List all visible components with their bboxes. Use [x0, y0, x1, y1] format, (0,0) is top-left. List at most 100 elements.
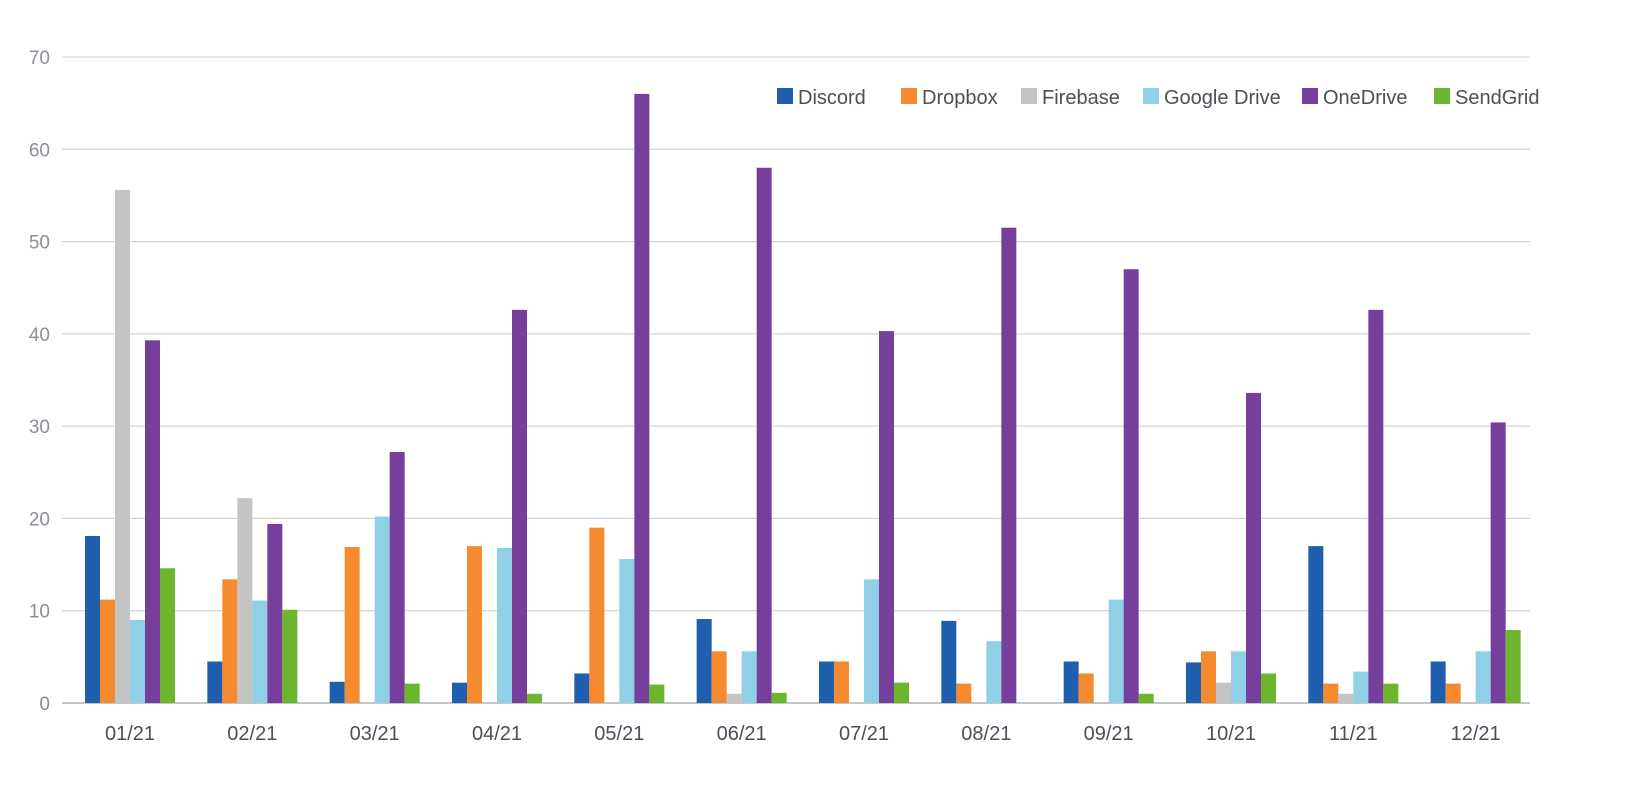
x-tick-label: 01/21: [105, 723, 155, 745]
bar-sendgrid-11-21: [1383, 683, 1399, 703]
bar-onedrive-08-21: [1001, 227, 1017, 703]
grid-lines: [62, 56, 1530, 704]
y-tick-label: 50: [29, 233, 50, 254]
bar-google-drive-02-21: [252, 600, 268, 703]
bar-onedrive-11-21: [1368, 309, 1384, 703]
bar-dropbox-09-21: [1078, 673, 1094, 703]
x-tick-label: 06/21: [717, 723, 767, 745]
bar-dropbox-03-21: [344, 547, 360, 703]
bar-sendgrid-09-21: [1138, 693, 1154, 703]
legend-swatch: [1021, 88, 1037, 104]
bar-sendgrid-02-21: [282, 609, 298, 703]
bar-sendgrid-05-21: [649, 684, 665, 703]
legend-swatch: [1302, 88, 1318, 104]
bar-onedrive-01-21: [145, 340, 160, 703]
bar-google-drive-04-21: [497, 547, 512, 703]
bar-google-drive-10-21: [1231, 651, 1246, 703]
legend-label: Discord: [798, 87, 866, 109]
bar-onedrive-06-21: [756, 167, 772, 703]
legend-item-google-drive[interactable]: Google Drive: [1143, 87, 1281, 109]
y-tick-label: 40: [29, 325, 50, 346]
y-tick-label: 20: [29, 509, 50, 530]
legend-item-discord[interactable]: Discord: [777, 87, 866, 109]
bar-firebase-10-21: [1216, 682, 1231, 703]
y-tick-label: 30: [29, 417, 50, 438]
bar-firebase-11-21: [1338, 693, 1354, 703]
bar-onedrive-07-21: [879, 331, 894, 703]
bar-google-drive-12-21: [1475, 651, 1491, 703]
bar-google-drive-09-21: [1108, 599, 1124, 703]
bar-onedrive-05-21: [634, 93, 650, 703]
bar-google-drive-07-21: [864, 579, 879, 703]
bars: [85, 93, 1521, 704]
legend-swatch: [1143, 88, 1159, 104]
bar-discord-04-21: [452, 682, 467, 703]
bar-sendgrid-10-21: [1261, 673, 1276, 703]
legend-label: SendGrid: [1455, 87, 1540, 109]
y-axis-ticks: 0 10 20 30 40 50 60 70: [29, 48, 50, 715]
legend-item-dropbox[interactable]: Dropbox: [901, 87, 998, 109]
x-tick-label: 08/21: [961, 723, 1011, 745]
x-tick-label: 03/21: [350, 723, 400, 745]
x-tick-label: 05/21: [594, 723, 644, 745]
legend-swatch: [1434, 88, 1450, 104]
legend-item-sendgrid[interactable]: SendGrid: [1434, 87, 1540, 109]
bar-google-drive-06-21: [741, 651, 757, 703]
bar-firebase-06-21: [726, 693, 742, 703]
bar-discord-07-21: [819, 661, 834, 703]
bar-sendgrid-01-21: [160, 568, 175, 703]
bar-sendgrid-03-21: [404, 683, 420, 703]
legend[interactable]: Discord Dropbox Firebase Google Drive OneDri…: [777, 87, 1540, 109]
y-tick-label: 60: [29, 140, 50, 161]
legend-label: OneDrive: [1323, 87, 1407, 109]
bar-dropbox-07-21: [834, 661, 849, 703]
bar-google-drive-01-21: [130, 619, 145, 703]
bar-dropbox-05-21: [589, 527, 605, 703]
x-tick-label: 10/21: [1206, 723, 1256, 745]
bar-firebase-01-21: [115, 189, 130, 704]
bar-discord-11-21: [1308, 546, 1324, 703]
bar-onedrive-12-21: [1490, 422, 1506, 703]
bar-google-drive-05-21: [619, 559, 635, 703]
x-tick-label: 04/21: [472, 723, 522, 745]
bar-discord-09-21: [1063, 661, 1079, 703]
legend-swatch: [777, 88, 793, 104]
x-tick-label: 12/21: [1451, 723, 1501, 745]
y-tick-label: 70: [29, 48, 50, 69]
bar-onedrive-04-21: [512, 309, 527, 703]
bar-onedrive-02-21: [267, 523, 283, 703]
legend-item-onedrive[interactable]: OneDrive: [1302, 87, 1407, 109]
bar-onedrive-09-21: [1123, 269, 1139, 703]
y-tick-label: 0: [39, 694, 50, 715]
bar-discord-02-21: [207, 661, 223, 703]
bar-firebase-02-21: [237, 498, 253, 703]
bar-dropbox-08-21: [956, 683, 972, 703]
legend-label: Dropbox: [922, 87, 998, 109]
bar-dropbox-10-21: [1201, 651, 1216, 703]
bar-discord-05-21: [574, 673, 590, 703]
bar-dropbox-02-21: [222, 579, 238, 703]
bar-discord-01-21: [85, 535, 100, 703]
bar-google-drive-11-21: [1353, 671, 1369, 703]
bar-dropbox-04-21: [467, 546, 482, 703]
bar-discord-06-21: [696, 619, 712, 703]
bar-dropbox-01-21: [100, 599, 115, 703]
bar-discord-08-21: [941, 620, 957, 703]
bar-google-drive-08-21: [986, 641, 1002, 703]
x-tick-label: 07/21: [839, 723, 889, 745]
y-tick-label: 10: [29, 602, 50, 623]
legend-item-firebase[interactable]: Firebase: [1021, 87, 1120, 109]
bar-sendgrid-04-21: [527, 693, 542, 703]
bar-sendgrid-06-21: [771, 692, 787, 703]
bar-sendgrid-07-21: [894, 682, 909, 703]
bar-discord-03-21: [329, 681, 345, 703]
x-tick-label: 11/21: [1329, 723, 1378, 745]
bar-onedrive-03-21: [389, 451, 405, 703]
bar-onedrive-10-21: [1246, 392, 1261, 703]
legend-label: Firebase: [1042, 87, 1120, 109]
bar-dropbox-12-21: [1445, 683, 1461, 703]
bar-discord-10-21: [1186, 662, 1201, 703]
x-tick-label: 02/21: [227, 723, 277, 745]
